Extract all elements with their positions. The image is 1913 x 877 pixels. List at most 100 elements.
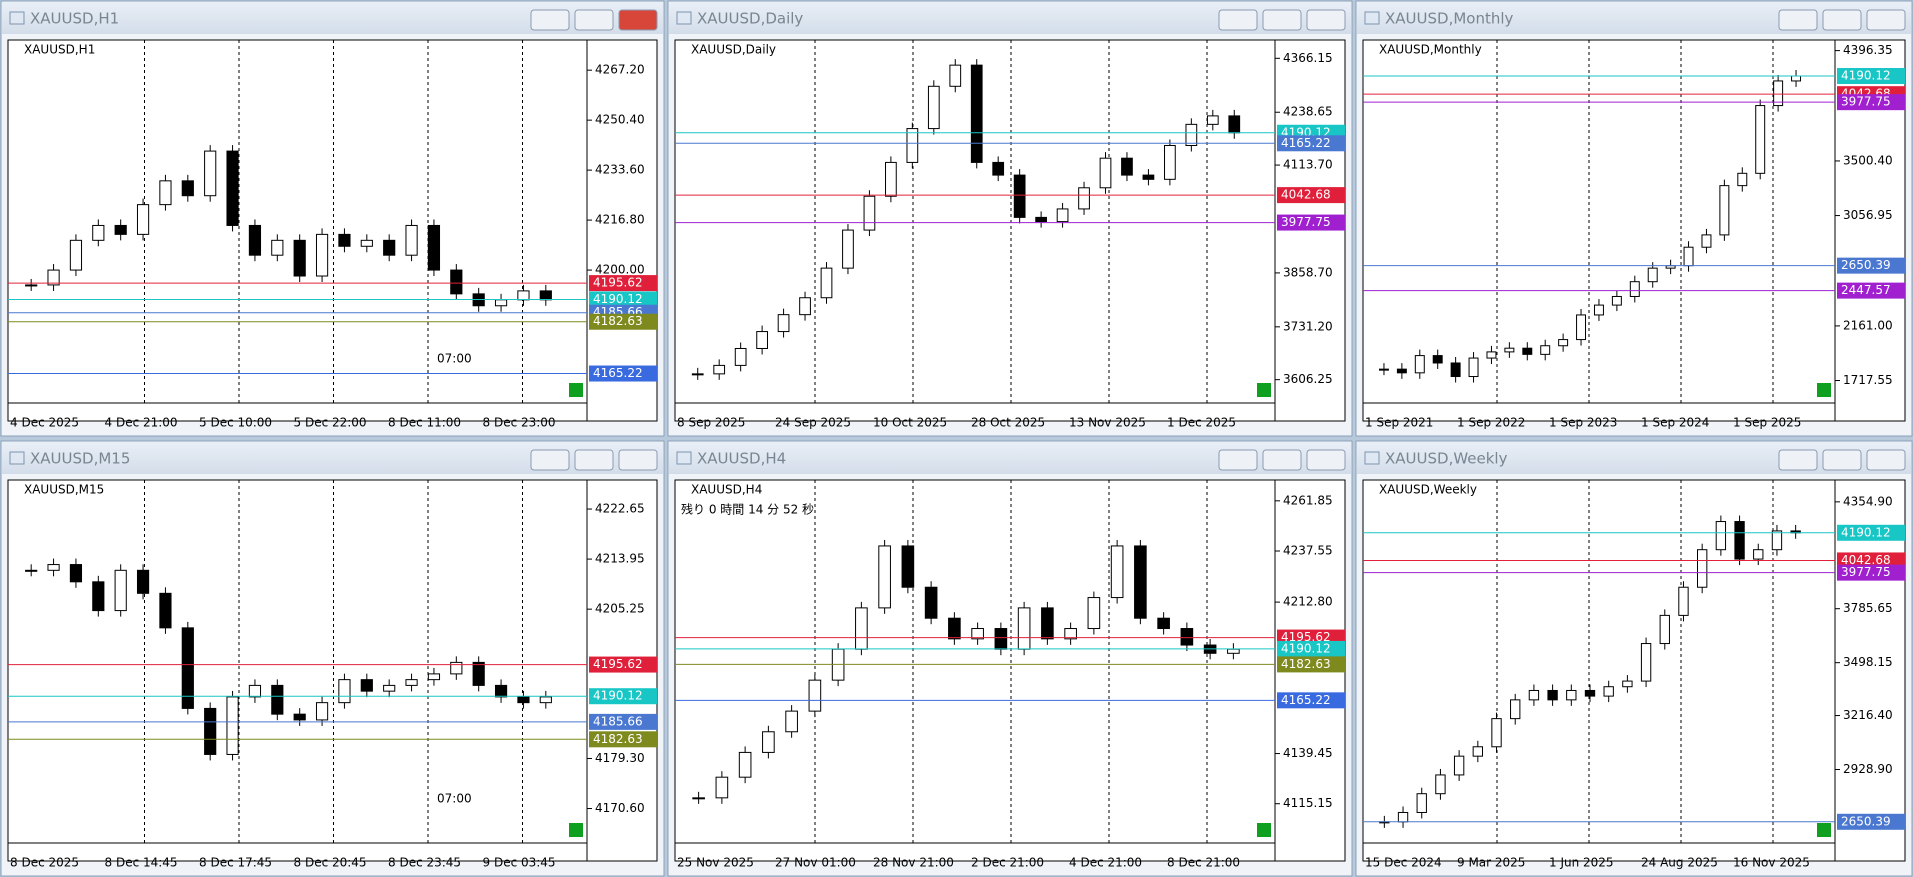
- close-button[interactable]: [618, 449, 658, 471]
- close-button[interactable]: [618, 9, 658, 31]
- maximize-button[interactable]: [574, 449, 614, 471]
- symbol-label: XAUUSD,H1: [24, 43, 95, 57]
- minimize-button[interactable]: [530, 449, 570, 471]
- candle: [1504, 347, 1515, 353]
- window-title: XAUUSD,Weekly: [1385, 450, 1508, 468]
- chart-window: XAUUSD,Daily XAUUSD,Daily 4366.15 4238.65 41…: [667, 0, 1353, 437]
- price-level-tag: [1277, 135, 1345, 152]
- y-tick-label: 4113.70: [1283, 158, 1333, 172]
- chart-area: [1362, 479, 1906, 862]
- chart-area: [7, 479, 658, 862]
- candle: [47, 564, 60, 571]
- candle: [1697, 549, 1708, 588]
- candle: [1771, 530, 1783, 551]
- candle: [181, 627, 194, 709]
- candle: [271, 684, 284, 715]
- price-level-label: 2447.57: [1841, 283, 1891, 297]
- chart-window: XAUUSD,M15 XAUUSD,M15 4222.65 4213.95 4205.2…: [0, 440, 665, 877]
- candle: [906, 128, 919, 163]
- maximize-button[interactable]: [1262, 449, 1302, 471]
- close-button[interactable]: [1306, 449, 1346, 471]
- y-tick-label: 4216.80: [595, 213, 645, 227]
- time-annotation: 07:00: [437, 352, 472, 366]
- maximize-button[interactable]: [1822, 9, 1862, 31]
- minimize-button[interactable]: [1778, 9, 1818, 31]
- candle: [47, 269, 60, 286]
- price-level-tag: [589, 656, 657, 673]
- candle: [293, 239, 306, 277]
- candle: [1087, 597, 1101, 630]
- x-tick-label: 1 Sep 2024: [1641, 416, 1709, 430]
- y-tick-label: 2161.00: [1843, 318, 1893, 332]
- price-level-label: 4190.12: [593, 689, 643, 703]
- window-icon: [1364, 11, 1380, 25]
- candle: [92, 581, 105, 612]
- chart-window: XAUUSD,H4 XAUUSD,H4 4261.85 4237.55 4212.80 4…: [667, 440, 1353, 877]
- minimize-button[interactable]: [1218, 449, 1258, 471]
- candle: [1584, 689, 1596, 697]
- candle: [1755, 105, 1766, 174]
- x-tick-label: 1 Sep 2022: [1457, 416, 1525, 430]
- y-tick-label: 4139.45: [1283, 746, 1333, 760]
- candle: [777, 314, 790, 333]
- candle: [1715, 521, 1727, 551]
- candle: [248, 224, 262, 256]
- maximize-button[interactable]: [1262, 9, 1302, 31]
- price-level-tag: [1837, 813, 1905, 830]
- candle: [1142, 174, 1155, 180]
- price-level-label: 4182.63: [1281, 657, 1331, 671]
- candle: [1228, 115, 1241, 134]
- candle: [1450, 362, 1461, 378]
- candle: [808, 679, 822, 712]
- candle: [1056, 208, 1069, 223]
- price-level-tag: [589, 365, 657, 382]
- y-tick-label: 3056.95: [1843, 208, 1893, 222]
- candle: [713, 364, 726, 375]
- y-tick-label: 4115.15: [1283, 796, 1333, 810]
- minimize-button[interactable]: [1218, 9, 1258, 31]
- candle: [450, 269, 463, 295]
- candle: [1435, 774, 1446, 795]
- minimize-button[interactable]: [1778, 449, 1818, 471]
- candle: [1035, 216, 1047, 223]
- candle: [1678, 586, 1689, 616]
- candle: [1064, 628, 1077, 640]
- price-level-label: 4165.22: [1281, 136, 1331, 150]
- symbol-label: XAUUSD,M15: [24, 483, 104, 497]
- candle: [820, 267, 833, 299]
- close-button[interactable]: [1866, 9, 1906, 31]
- candle: [1683, 246, 1694, 267]
- price-level-label: 4190.12: [1841, 525, 1891, 539]
- x-tick-label: 5 Dec 22:00: [294, 416, 367, 430]
- candle: [383, 684, 396, 692]
- x-tick-label: 4 Dec 21:00: [1069, 856, 1142, 870]
- candle: [927, 85, 940, 130]
- candle: [1528, 689, 1540, 701]
- maximize-button[interactable]: [1822, 449, 1862, 471]
- candle: [1719, 185, 1730, 236]
- candle: [405, 224, 418, 256]
- candle: [427, 224, 441, 271]
- y-tick-label: 4205.25: [595, 602, 645, 616]
- minimize-button[interactable]: [530, 9, 570, 31]
- y-tick-label: 4396.35: [1843, 43, 1893, 57]
- close-button[interactable]: [1306, 9, 1346, 31]
- window-icon: [676, 11, 692, 25]
- candle: [924, 586, 938, 619]
- window-icon: [1364, 451, 1380, 465]
- window-icon: [9, 451, 25, 465]
- candle: [226, 150, 239, 226]
- candle: [204, 150, 217, 197]
- x-tick-label: 24 Sep 2025: [775, 416, 851, 430]
- candle: [1540, 345, 1551, 355]
- maximize-button[interactable]: [574, 9, 614, 31]
- close-button[interactable]: [1866, 449, 1906, 471]
- scroll-marker: [1817, 823, 1831, 837]
- y-tick-label: 3500.40: [1843, 153, 1893, 167]
- candle: [1566, 689, 1577, 701]
- candle: [293, 713, 306, 721]
- price-level-label: 4190.12: [593, 292, 643, 306]
- candle: [855, 607, 868, 650]
- x-tick-label: 28 Nov 21:00: [873, 856, 954, 870]
